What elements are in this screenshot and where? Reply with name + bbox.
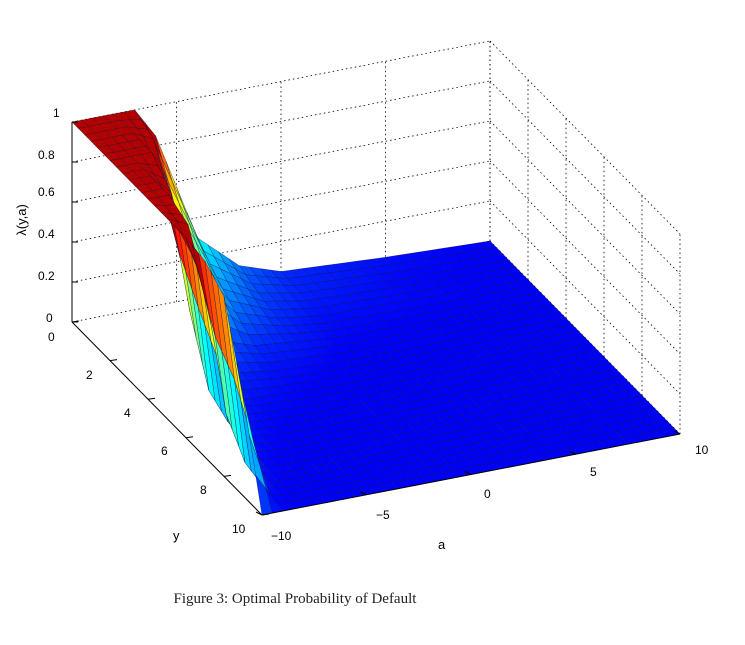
grid-line: [489, 40, 681, 235]
y-tick-label: 2: [86, 368, 93, 382]
y-tick: [147, 397, 156, 400]
surface-mesh: [71, 109, 681, 516]
z-tick-label: 0.6: [38, 185, 55, 199]
y-tick-label: 8: [200, 483, 207, 497]
y-tick: [223, 474, 232, 477]
y-tick-label: 0: [48, 330, 55, 344]
z-tick-label: 0.8: [38, 148, 55, 162]
z-tick-label: 0.4: [38, 227, 55, 241]
grid-line: [71, 120, 491, 203]
y-tick-label: 6: [161, 444, 168, 458]
grid-line: [489, 80, 681, 275]
grid-line: [71, 200, 491, 283]
a-tick-label: 5: [590, 465, 597, 479]
z-tick-label: 1: [53, 106, 60, 120]
y-tick: [185, 436, 194, 439]
z-tick-label: 0.2: [38, 269, 55, 283]
grid-line: [489, 120, 681, 315]
z-axis-label: λ(y,a): [14, 204, 29, 236]
y-tick-label: 4: [124, 406, 131, 420]
a-tick-label: −10: [271, 529, 292, 543]
a-tick-label: 10: [695, 443, 709, 457]
axes: [71, 121, 681, 516]
y-tick: [71, 320, 80, 323]
grid-lines: [71, 40, 681, 435]
a-tick: [569, 450, 576, 455]
a-axis-label: a: [438, 537, 446, 552]
a-tick: [360, 491, 367, 496]
y-tick: [261, 513, 270, 516]
grid-line: [71, 80, 491, 163]
z-tick-label: 0: [46, 311, 53, 325]
grid-line: [71, 160, 491, 243]
a-tick: [255, 511, 263, 516]
grid-line: [489, 160, 681, 355]
figure-caption: Figure 3: Optimal Probability of Default: [173, 591, 417, 607]
surface-plot: 0 0.2 0.4 0.6 0.8 1 0 2 4 6 8 10 −10 −5 …: [14, 40, 709, 552]
a-tick-label: −5: [376, 508, 390, 522]
y-axis-label: y: [173, 528, 180, 543]
y-tick: [109, 359, 118, 362]
a-tick: [673, 430, 681, 435]
grid-line: [489, 200, 681, 395]
a-tick-label: 0: [484, 487, 491, 501]
a-tick: [464, 471, 472, 475]
y-axis-line: [71, 321, 263, 516]
grid-line: [71, 40, 491, 123]
y-tick-label: 10: [232, 522, 246, 536]
